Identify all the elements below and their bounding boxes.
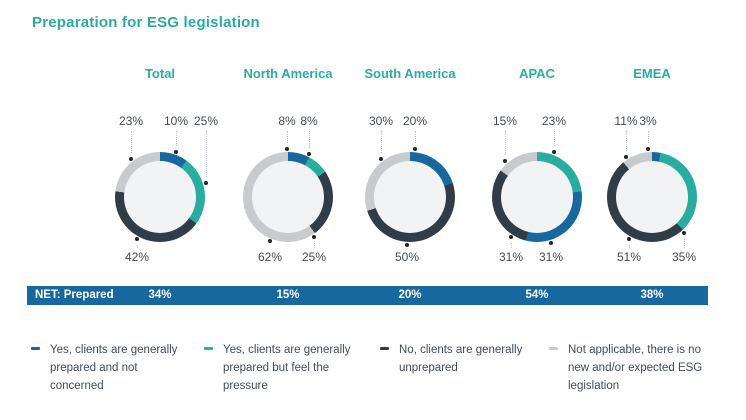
percent-label: 8% xyxy=(278,114,296,128)
segment-dot xyxy=(682,230,686,235)
net-value: 20% xyxy=(398,289,422,301)
segment-dot xyxy=(624,154,628,159)
percent-label: 42% xyxy=(124,250,150,264)
segment-dot xyxy=(627,237,631,242)
net-value: 38% xyxy=(640,289,664,301)
leader-line xyxy=(505,131,506,156)
segment-dot xyxy=(129,156,133,161)
segment-dot xyxy=(413,147,417,152)
legend-marker-blue xyxy=(31,347,40,350)
legend-label: No, clients are generally unprepared xyxy=(399,344,523,374)
segment-dot xyxy=(646,147,650,152)
donut-hole xyxy=(124,161,196,233)
percent-label: 25% xyxy=(193,114,219,128)
percent-label: 51% xyxy=(616,250,642,264)
percent-label: 35% xyxy=(671,250,697,264)
segment-dot xyxy=(312,235,316,240)
page-title: Preparation for ESG legislation xyxy=(32,14,260,31)
percent-label: 62% xyxy=(257,250,283,264)
percent-label: 31% xyxy=(538,250,564,264)
leader-line xyxy=(314,243,315,248)
net-value: 54% xyxy=(525,289,549,301)
net-prepared-bar: NET: Prepared 34% 15% 20% 54% 38% xyxy=(27,286,708,305)
percent-label: 23% xyxy=(118,114,144,128)
leader-line xyxy=(131,131,132,153)
donut-hole xyxy=(501,161,573,233)
region-header: APAC xyxy=(519,66,555,81)
net-value: 34% xyxy=(148,289,172,301)
percent-label: 20% xyxy=(402,114,428,128)
leader-line xyxy=(137,245,138,248)
segment-dot xyxy=(204,181,208,186)
percent-label: 3% xyxy=(639,114,657,128)
leader-line xyxy=(629,245,630,248)
segment-dot xyxy=(549,240,553,245)
leader-line xyxy=(287,131,288,143)
legend-item: Yes, clients are generally prepared but … xyxy=(204,341,356,395)
percent-label: 30% xyxy=(368,114,394,128)
percent-label: 8% xyxy=(300,114,318,128)
leader-line xyxy=(176,131,177,146)
leader-line xyxy=(648,131,649,144)
percent-label: 25% xyxy=(301,250,327,264)
legend-marker-gray xyxy=(549,347,558,350)
legend-marker-navy xyxy=(380,347,389,350)
legend-item: Yes, clients are generally prepared and … xyxy=(31,341,181,395)
segment-dot xyxy=(268,239,272,244)
region-header: North America xyxy=(243,66,333,81)
segment-dot xyxy=(379,156,383,161)
donut-hole xyxy=(252,161,324,233)
legend-item: No, clients are generally unprepared xyxy=(380,341,532,377)
region-header: Total xyxy=(144,66,176,81)
donut-hole xyxy=(374,161,446,233)
leader-line xyxy=(554,131,555,147)
segment-dot xyxy=(285,147,289,151)
segment-dot xyxy=(509,235,513,240)
leader-line xyxy=(206,131,207,178)
segment-dot xyxy=(307,151,311,156)
leader-line xyxy=(511,243,512,248)
percent-label: 23% xyxy=(541,114,567,128)
net-value: 15% xyxy=(276,289,300,301)
leader-line xyxy=(415,131,416,144)
segment-dot xyxy=(552,150,556,155)
legend-label: Not applicable, there is no new and/or e… xyxy=(568,344,703,392)
leader-line xyxy=(626,131,627,151)
segment-dot xyxy=(405,242,409,247)
region-header: South America xyxy=(364,66,456,81)
donut-hole xyxy=(616,161,688,233)
region-header: EMEA xyxy=(633,66,671,81)
percent-label: 31% xyxy=(498,250,524,264)
legend-label: Yes, clients are generally prepared and … xyxy=(50,344,178,392)
legend-item: Not applicable, there is no new and/or e… xyxy=(549,341,717,395)
leader-line xyxy=(381,131,382,153)
segment-dot xyxy=(135,237,139,242)
legend-label: Yes, clients are generally prepared but … xyxy=(223,344,351,392)
leader-line xyxy=(684,238,685,248)
percent-label: 10% xyxy=(163,114,189,128)
segment-dot xyxy=(174,149,178,154)
segment-dot xyxy=(503,159,507,164)
net-prepared-label: NET: Prepared xyxy=(35,289,114,301)
percent-label: 11% xyxy=(614,114,638,128)
leader-line xyxy=(309,131,310,148)
legend-marker-teal xyxy=(204,347,213,350)
percent-label: 15% xyxy=(492,114,518,128)
percent-label: 50% xyxy=(394,250,420,264)
